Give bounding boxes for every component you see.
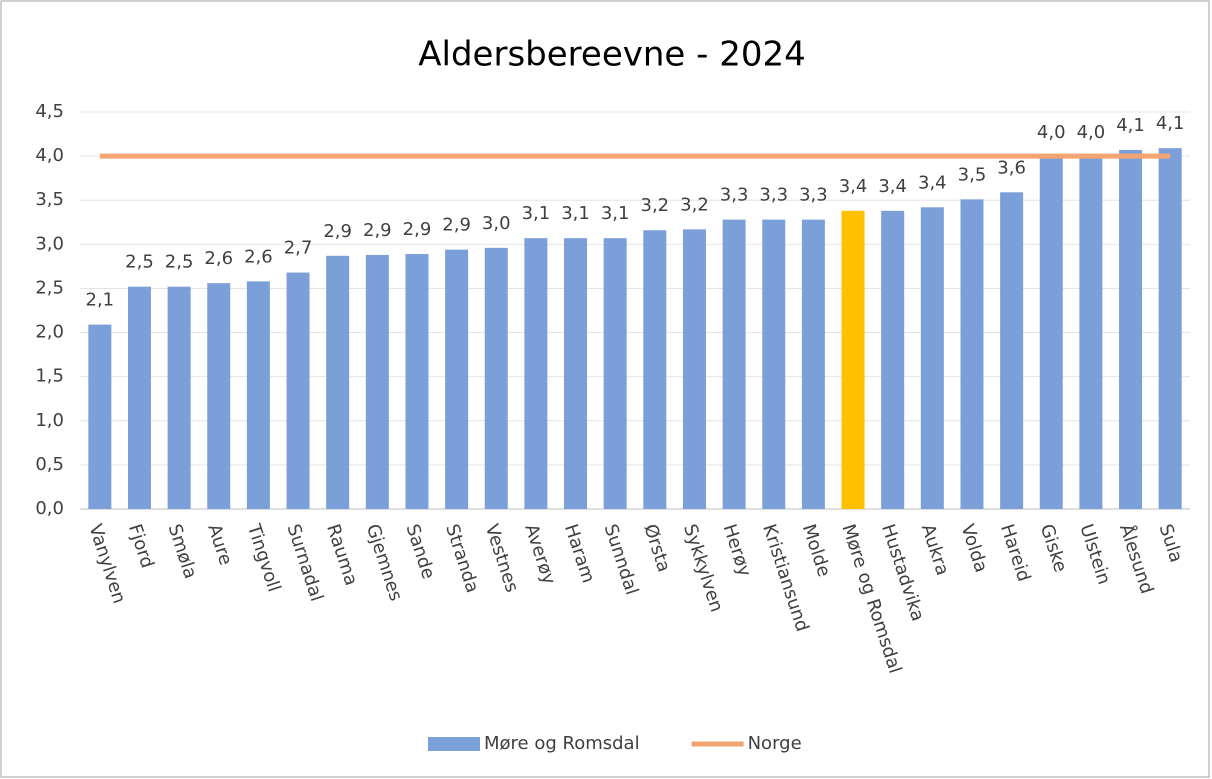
bar [484,247,508,509]
y-tick-label: 3,5 [35,189,64,210]
bar [920,207,944,509]
bar [207,283,231,509]
y-tick-label: 0,0 [35,498,64,519]
bar [1119,149,1143,510]
data-label: 3,4 [918,172,947,193]
data-label: 3,6 [997,157,1026,178]
bar [881,210,905,509]
data-label: 4,0 [1037,122,1066,143]
bar [1000,192,1024,509]
bar [127,286,151,509]
legend-label: Norge [748,733,802,754]
data-label: 3,1 [561,203,590,224]
bar [365,254,389,509]
bar [326,255,350,509]
data-label: 2,5 [165,252,194,273]
data-label: 4,1 [1116,115,1145,136]
data-label: 3,3 [799,185,828,206]
bar [643,230,667,509]
data-label: 3,1 [522,203,551,224]
bar [246,281,270,509]
data-label: 2,9 [363,220,392,241]
y-tick-label: 1,5 [35,366,64,387]
data-label: 4,0 [1077,122,1106,143]
data-label: 2,6 [204,248,233,269]
legend-swatch [428,737,480,751]
data-label: 2,6 [244,246,273,267]
bar [722,219,746,509]
data-label: 3,5 [958,164,987,185]
bar [762,219,786,509]
y-tick-label: 1,0 [35,410,64,431]
bar [524,238,548,509]
y-tick-label: 3,0 [35,233,64,254]
bar [286,272,310,509]
bar [603,238,627,509]
data-label: 3,0 [482,213,511,234]
y-tick-label: 2,0 [35,322,64,343]
y-tick-label: 4,5 [35,101,64,122]
legend-label: Møre og Romsdal [484,733,640,754]
bar [167,286,191,509]
bar [1158,148,1182,509]
bar [1039,156,1063,509]
bar [564,238,588,509]
data-label: 3,2 [641,195,670,216]
data-label: 3,3 [720,185,749,206]
data-label: 2,9 [442,215,471,236]
bar [960,199,984,509]
bar [405,254,429,509]
data-label: 3,4 [878,176,907,197]
data-label: 3,4 [839,176,868,197]
data-label: 2,9 [403,219,432,240]
y-tick-label: 4,0 [35,145,64,166]
data-label: 3,1 [601,203,630,224]
bar [1079,156,1103,509]
data-label: 2,7 [284,238,313,259]
data-label: 3,2 [680,194,709,215]
chart-title: Aldersbereevne - 2024 [418,35,805,75]
data-label: 2,5 [125,252,154,273]
bar [88,324,112,509]
bar [682,229,706,509]
bar [801,219,825,509]
y-tick-label: 0,5 [35,454,64,475]
data-label: 2,9 [323,221,352,242]
data-label: 3,3 [759,185,788,206]
data-label: 2,1 [86,290,115,311]
bar [841,210,865,509]
bar [445,249,469,510]
data-label: 4,1 [1156,113,1185,134]
y-tick-label: 2,5 [35,277,64,298]
